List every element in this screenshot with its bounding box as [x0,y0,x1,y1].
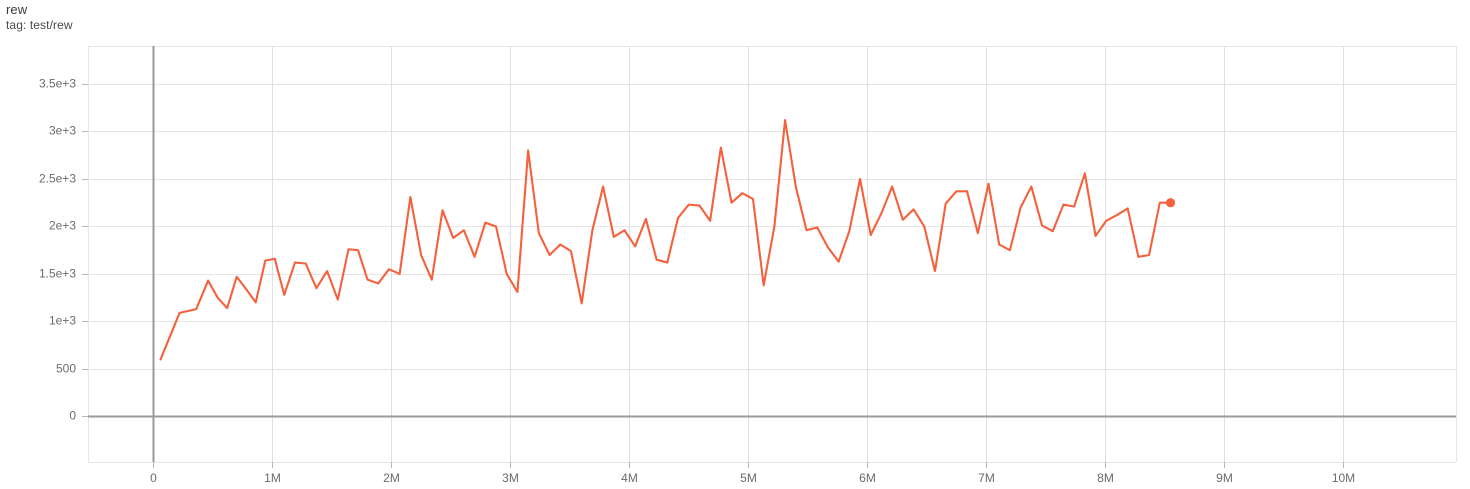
y-tick-label: 2e+3 [49,219,76,233]
x-tick-label: 9M [1216,471,1233,485]
y-tick-label: 1e+3 [49,314,76,328]
y-tick-label: 3.5e+3 [39,77,76,91]
x-tick-label: 6M [859,471,876,485]
y-tick-label: 3e+3 [49,124,76,138]
x-tick-label: 0 [150,471,157,485]
x-tick-label: 8M [1097,471,1114,485]
y-axis-tick-labels: 0 500 1e+3 1.5e+3 2e+3 2.5e+3 3e+3 3.5e+3 [39,77,76,423]
x-tick-label: 10M [1332,471,1355,485]
x-tick-label: 1M [264,471,281,485]
y-tick-label: 1.5e+3 [39,267,76,281]
series-endpoint-dot[interactable] [1165,198,1176,208]
y-tick-label: 500 [56,362,76,376]
page-title: rew [6,2,28,17]
x-tick-label: 5M [740,471,757,485]
x-axis-tick-labels: 0 1M 2M 3M 4M 5M 6M 7M 8M 9M 10M [150,471,1355,485]
y-tick-label: 2.5e+3 [39,172,76,186]
x-tick-label: 2M [383,471,400,485]
y-tick-label: 0 [69,409,76,423]
axis-lines [88,46,1456,462]
chart-header: rew tag: test/rew [6,2,73,33]
chart-tag-label: tag: test/rew [6,18,73,33]
x-tick-label: 3M [502,471,519,485]
tick-marks [82,84,1344,468]
x-tick-label: 7M [978,471,995,485]
last-point-marker[interactable] [1165,198,1176,208]
vertical-gridlines [272,46,1344,462]
data-series-group[interactable] [159,119,1172,361]
plot-frame [88,46,1457,463]
x-tick-label: 4M [621,471,638,485]
horizontal-gridlines [88,84,1456,370]
series-line[interactable] [159,119,1172,361]
